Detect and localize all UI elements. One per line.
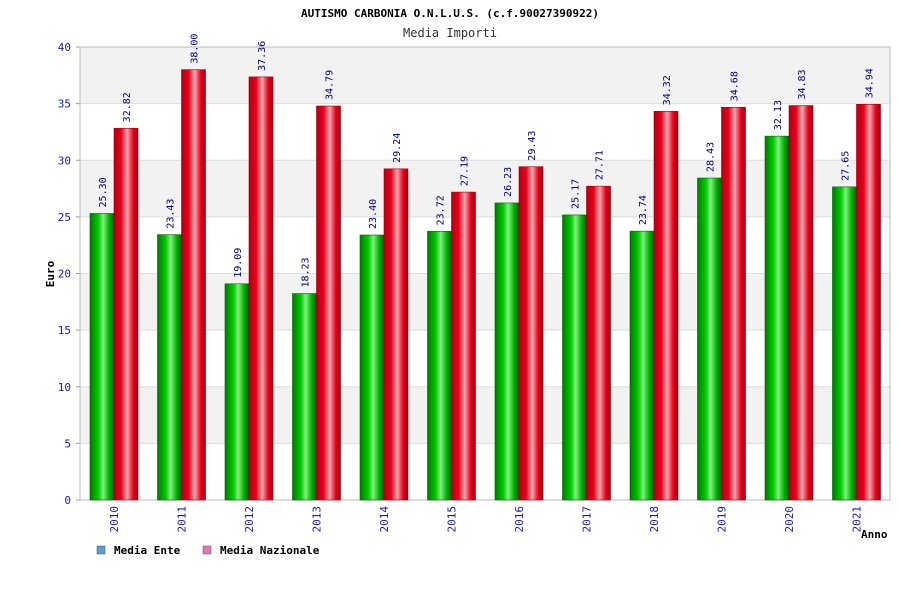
y-tick-labels: 0 5 10 15 20 25 30 35 40 bbox=[58, 41, 71, 507]
data-label-media-nazionale-2013: 34.79 bbox=[325, 70, 336, 100]
grid-band bbox=[80, 386, 890, 444]
x-tick-label-2020: 2020 bbox=[783, 506, 796, 533]
data-label-media-ente-2020: 32.13 bbox=[773, 100, 784, 130]
data-label-media-nazionale-2016: 29.43 bbox=[527, 131, 538, 161]
bar-media-ente-2010 bbox=[89, 213, 115, 501]
data-label-media-nazionale-2018: 34.32 bbox=[662, 75, 673, 105]
grid-band bbox=[80, 160, 890, 217]
bar-media-ente-2020 bbox=[764, 135, 790, 501]
bar-media-ente-2013 bbox=[292, 293, 317, 501]
data-label-media-ente-2012: 19.09 bbox=[233, 248, 244, 278]
x-tick-label-2013: 2013 bbox=[311, 506, 324, 533]
grid-band bbox=[80, 330, 890, 387]
bar-media-nazionale-2011 bbox=[181, 69, 206, 501]
grid-band bbox=[80, 47, 890, 104]
y-tick-label: 40 bbox=[58, 41, 71, 54]
bar-media-ente-2018 bbox=[629, 230, 655, 501]
data-label-media-nazionale-2017: 27.71 bbox=[595, 150, 606, 180]
y-tick-label: 10 bbox=[58, 381, 71, 394]
bar-media-ente-2015 bbox=[427, 231, 452, 501]
legend-label-media-nazionale: Media Nazionale bbox=[220, 544, 320, 557]
bar-media-nazionale-2012 bbox=[248, 76, 274, 501]
bar-media-ente-2019 bbox=[697, 177, 722, 501]
bar-media-nazionale-2017 bbox=[586, 185, 611, 501]
bars bbox=[89, 69, 881, 501]
y-tick-label: 0 bbox=[64, 494, 71, 507]
plot-frame bbox=[79, 46, 891, 501]
data-label-media-ente-2018: 23.74 bbox=[638, 195, 649, 225]
data-label-media-ente-2011: 23.43 bbox=[166, 199, 177, 229]
y-tick-label: 15 bbox=[58, 324, 71, 337]
y-axis-label: Euro bbox=[44, 260, 57, 287]
data-label-media-nazionale-2020: 34.83 bbox=[797, 69, 808, 99]
bar-media-ente-2021 bbox=[832, 186, 857, 501]
data-label-media-ente-2017: 25.17 bbox=[571, 179, 582, 209]
x-tick-label-2021: 2021 bbox=[851, 506, 864, 533]
bar-media-nazionale-2019 bbox=[721, 106, 746, 501]
chart-subtitle: Media Importi bbox=[403, 26, 497, 40]
bar-media-nazionale-2015 bbox=[451, 191, 476, 501]
x-tick-label-2011: 2011 bbox=[176, 506, 189, 533]
data-label-media-ente-2014: 23.40 bbox=[368, 199, 379, 229]
data-label-media-nazionale-2012: 37.36 bbox=[257, 41, 268, 71]
data-label-media-ente-2019: 28.43 bbox=[706, 142, 717, 172]
x-tick-label-2016: 2016 bbox=[513, 506, 526, 533]
data-label-media-nazionale-2010: 32.82 bbox=[122, 92, 133, 122]
x-tick-label-2018: 2018 bbox=[648, 506, 661, 533]
legend: Media Ente Media Nazionale bbox=[96, 544, 320, 557]
y-tick-label: 35 bbox=[58, 98, 71, 111]
bar-media-ente-2014 bbox=[359, 234, 385, 501]
y-tick-label: 5 bbox=[64, 437, 71, 450]
x-tick-label-2010: 2010 bbox=[108, 506, 121, 533]
bar-media-ente-2011 bbox=[157, 234, 182, 501]
bar-media-nazionale-2016 bbox=[518, 166, 544, 501]
legend-swatch-media-ente bbox=[96, 545, 106, 555]
x-axis-label: Anno bbox=[861, 528, 888, 541]
x-tick-label-2015: 2015 bbox=[446, 506, 459, 533]
data-labels: 25.30 32.82 23.43 38.00 19.09 37.36 18.23 34.79… bbox=[98, 34, 876, 288]
bar-media-ente-2017 bbox=[562, 214, 587, 501]
data-label-media-nazionale-2021: 34.94 bbox=[865, 68, 876, 98]
bar-media-nazionale-2014 bbox=[383, 168, 409, 501]
bar-media-ente-2016 bbox=[494, 202, 520, 501]
grid-lines bbox=[76, 46, 891, 501]
data-label-media-ente-2015: 23.72 bbox=[436, 195, 447, 225]
x-tick-labels: 2010 2011 2012 2013 2014 2015 2016 2017 2018 2019… bbox=[108, 506, 864, 533]
bar-media-nazionale-2018 bbox=[653, 111, 679, 501]
data-label-media-nazionale-2015: 27.19 bbox=[460, 156, 471, 186]
data-label-media-ente-2021: 27.65 bbox=[841, 151, 852, 181]
data-label-media-nazionale-2014: 29.24 bbox=[392, 133, 403, 163]
x-tick-label-2014: 2014 bbox=[378, 506, 391, 533]
bar-media-nazionale-2020 bbox=[788, 105, 814, 501]
bar-media-nazionale-2021 bbox=[856, 104, 881, 501]
data-label-media-ente-2016: 26.23 bbox=[503, 167, 514, 197]
bar-media-nazionale-2010 bbox=[113, 128, 139, 501]
x-tick-label-2019: 2019 bbox=[716, 506, 729, 533]
grid-band bbox=[80, 103, 890, 161]
y-tick-label: 30 bbox=[58, 154, 71, 167]
bar-media-nazionale-2013 bbox=[316, 105, 341, 501]
x-tick-label-2012: 2012 bbox=[243, 506, 256, 533]
y-tick-label: 20 bbox=[58, 268, 71, 281]
chart-title: AUTISMO CARBONIA O.N.L.U.S. (c.f.9002739… bbox=[301, 7, 599, 20]
grid-bands bbox=[80, 47, 890, 500]
grid-band bbox=[80, 273, 890, 331]
x-tick-label-2017: 2017 bbox=[581, 506, 594, 533]
data-label-media-nazionale-2011: 38.00 bbox=[190, 34, 201, 64]
grid-band bbox=[80, 216, 890, 274]
legend-label-media-ente: Media Ente bbox=[114, 544, 181, 557]
legend-swatch-media-nazionale bbox=[202, 545, 212, 555]
data-label-media-ente-2013: 18.23 bbox=[301, 257, 312, 287]
data-label-media-nazionale-2019: 34.68 bbox=[730, 71, 741, 101]
grid-band bbox=[80, 443, 890, 500]
bar-media-ente-2012 bbox=[224, 283, 250, 501]
data-label-media-ente-2010: 25.30 bbox=[98, 177, 109, 207]
y-tick-label: 25 bbox=[58, 211, 71, 224]
